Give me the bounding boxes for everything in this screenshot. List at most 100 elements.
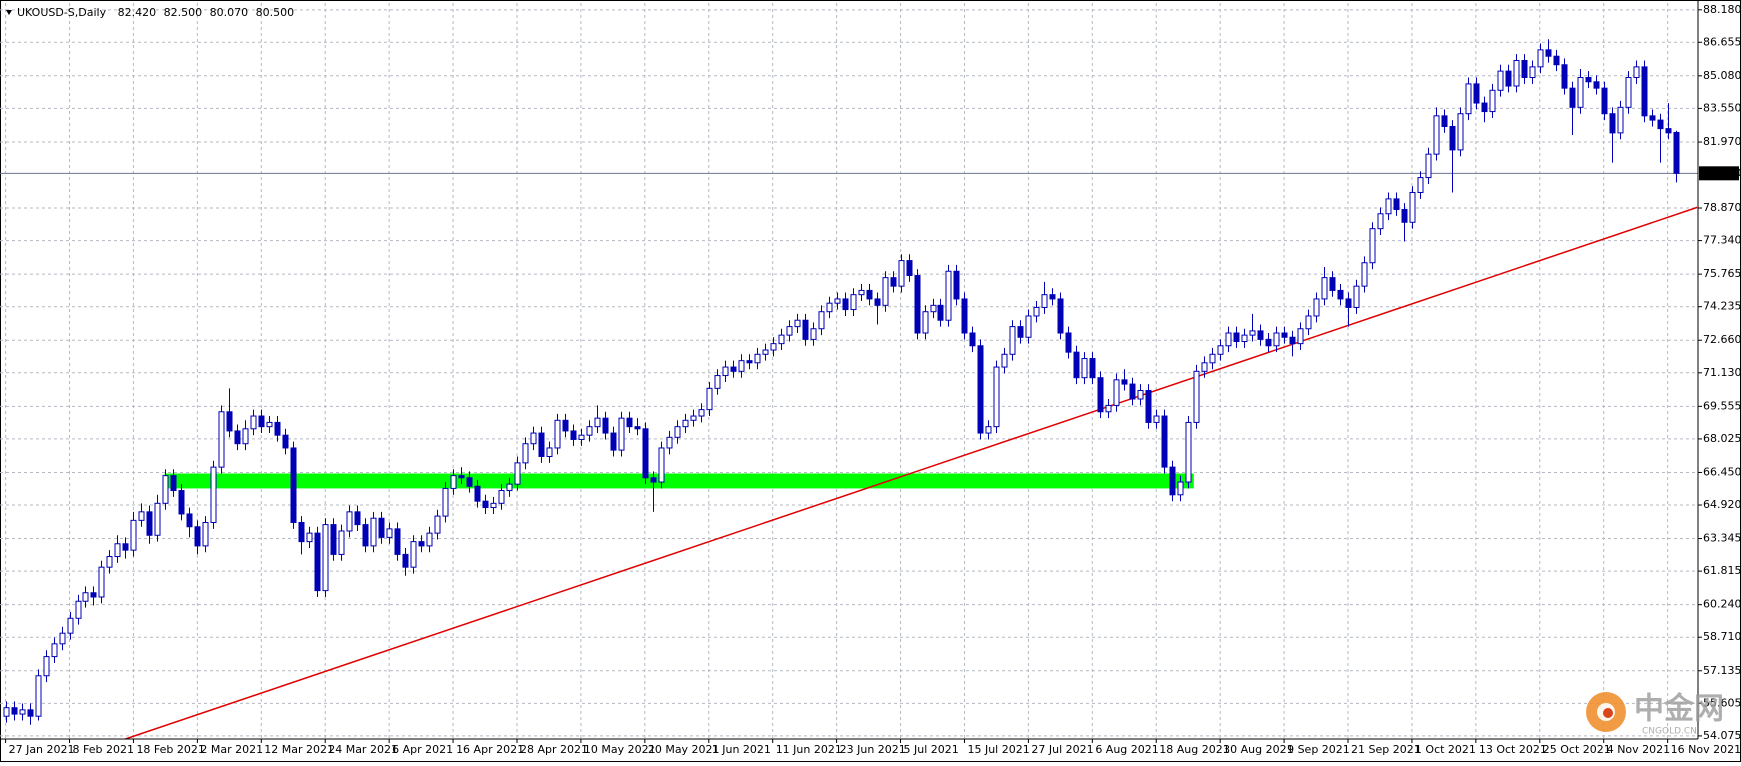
candle-body bbox=[610, 432, 617, 451]
x-tick-label: 27 Jan 2021 bbox=[9, 743, 75, 756]
y-tick-label: 69.555 bbox=[1703, 399, 1741, 412]
candle-body bbox=[1281, 332, 1288, 338]
y-tick-label: 63.345 bbox=[1703, 532, 1741, 545]
candle-body bbox=[953, 270, 960, 300]
candle-body bbox=[51, 643, 58, 658]
candle-body bbox=[1177, 481, 1184, 496]
candle-body bbox=[250, 415, 257, 430]
candle-body bbox=[1313, 298, 1320, 317]
candle-body bbox=[298, 521, 305, 543]
candle-body bbox=[714, 375, 721, 389]
candle-body bbox=[1561, 64, 1568, 89]
y-tick-label: 81.970 bbox=[1703, 135, 1741, 148]
candle-body bbox=[1361, 262, 1368, 287]
candle-body bbox=[242, 428, 249, 445]
candle-body bbox=[162, 475, 169, 504]
candle-body bbox=[977, 345, 984, 434]
y-tick-label: 58.710 bbox=[1703, 630, 1741, 643]
header: UKOUSD-S,Daily 82.420 82.500 80.070 80.5… bbox=[6, 6, 294, 19]
candle-body bbox=[658, 447, 665, 483]
candle-body bbox=[586, 426, 593, 436]
candle-body bbox=[993, 366, 1000, 428]
candle-body bbox=[1505, 70, 1512, 87]
header-icon bbox=[6, 10, 12, 15]
y-tick-label: 83.550 bbox=[1703, 101, 1741, 114]
candle-body bbox=[306, 532, 313, 543]
y-tick-label: 68.025 bbox=[1703, 432, 1741, 445]
candle-body bbox=[1409, 191, 1416, 223]
candle-body bbox=[290, 447, 297, 523]
x-tick-label: 20 May 2021 bbox=[648, 743, 720, 756]
candle-body bbox=[154, 502, 161, 536]
candle-body bbox=[1601, 87, 1608, 115]
y-tick-label: 86.655 bbox=[1703, 35, 1741, 48]
candle-body bbox=[698, 409, 705, 417]
candle-body bbox=[354, 511, 361, 526]
candle-body bbox=[1449, 125, 1456, 151]
candle-body bbox=[961, 298, 968, 334]
candle-body bbox=[858, 289, 865, 296]
candle-body bbox=[1497, 70, 1504, 91]
x-tick-label: 15 Jul 2021 bbox=[967, 743, 1029, 756]
candle-body bbox=[1297, 328, 1304, 345]
candle-body bbox=[1537, 49, 1544, 68]
candle-body bbox=[562, 419, 569, 432]
x-tick-label: 25 Oct 2021 bbox=[1543, 743, 1611, 756]
candle-body bbox=[410, 541, 417, 568]
candle-body bbox=[1289, 336, 1296, 345]
candle-body bbox=[1641, 66, 1648, 117]
x-tick-label: 24 Mar 2021 bbox=[328, 743, 398, 756]
candle-body bbox=[1345, 298, 1352, 308]
candle-body bbox=[466, 477, 473, 487]
x-tick-label: 28 Apr 2021 bbox=[520, 743, 588, 756]
candle-body bbox=[218, 411, 225, 468]
candle-body bbox=[530, 432, 537, 445]
candle-body bbox=[834, 298, 841, 304]
y-tick-label: 55.605 bbox=[1703, 696, 1741, 709]
candle-body bbox=[1425, 153, 1432, 179]
candle-body bbox=[346, 511, 353, 532]
candle-body bbox=[426, 532, 433, 547]
candle-body bbox=[1185, 421, 1192, 483]
candle-body bbox=[226, 411, 233, 432]
candle-body bbox=[1161, 415, 1168, 468]
candle-body bbox=[1265, 338, 1272, 347]
candle-body bbox=[1473, 83, 1480, 104]
candle-body bbox=[618, 417, 625, 451]
candle-body bbox=[930, 304, 937, 313]
candle-body bbox=[882, 277, 889, 306]
candle-body bbox=[1649, 115, 1656, 121]
watermark-logo-core bbox=[1603, 708, 1613, 718]
candle-body bbox=[19, 709, 26, 715]
candle-body bbox=[1585, 77, 1592, 83]
candle-body bbox=[59, 632, 66, 645]
candle-body bbox=[1305, 315, 1312, 330]
candle-body bbox=[762, 349, 769, 355]
candle-body bbox=[682, 419, 689, 428]
candle-body bbox=[1169, 466, 1176, 496]
candle-body bbox=[546, 447, 553, 457]
candle-body bbox=[522, 443, 529, 464]
candle-body bbox=[1657, 119, 1664, 130]
candle-body bbox=[314, 532, 321, 592]
y-tick-label: 64.920 bbox=[1703, 498, 1741, 511]
candle-body bbox=[786, 326, 793, 336]
x-tick-label: 1 Jun 2021 bbox=[712, 743, 771, 756]
candle-body bbox=[554, 419, 561, 449]
y-tick-label: 57.135 bbox=[1703, 664, 1741, 677]
candle-body bbox=[1401, 209, 1408, 223]
candle-body bbox=[866, 289, 873, 300]
low-value: 80.070 bbox=[210, 6, 249, 19]
zone-layer bbox=[164, 473, 1194, 489]
x-tick-label: 27 Jul 2021 bbox=[1031, 743, 1093, 756]
candle-layer bbox=[3, 39, 1680, 725]
candle-body bbox=[794, 319, 801, 328]
candle-body bbox=[1465, 83, 1472, 115]
candle-body bbox=[802, 319, 809, 340]
candle-body bbox=[186, 513, 193, 528]
header-text: UKOUSD-S,Daily 82.420 82.500 80.070 80.5… bbox=[17, 6, 294, 19]
candle-body bbox=[1049, 294, 1056, 300]
candle-body bbox=[514, 462, 521, 485]
candle-body bbox=[27, 709, 34, 717]
candle-body bbox=[106, 556, 113, 568]
